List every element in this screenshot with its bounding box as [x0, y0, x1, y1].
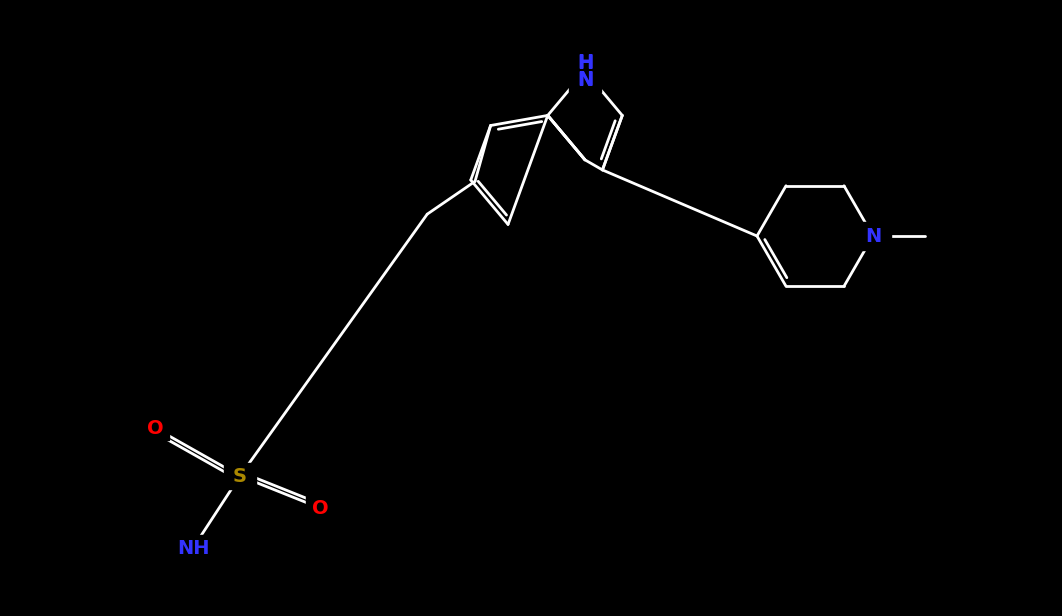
Text: H: H	[577, 54, 593, 73]
Bar	[165, 535, 221, 561]
Text: H: H	[577, 52, 593, 71]
Bar	[141, 416, 169, 440]
Text: O: O	[147, 418, 164, 437]
Bar	[224, 463, 256, 489]
Text: N: N	[577, 70, 593, 89]
Text: N: N	[864, 227, 881, 246]
Text: NH: NH	[176, 538, 209, 557]
Bar	[306, 496, 335, 520]
Text: S: S	[233, 466, 247, 485]
Bar	[569, 50, 601, 92]
Text: N: N	[577, 70, 593, 89]
Bar	[855, 222, 891, 250]
Text: O: O	[311, 498, 328, 517]
